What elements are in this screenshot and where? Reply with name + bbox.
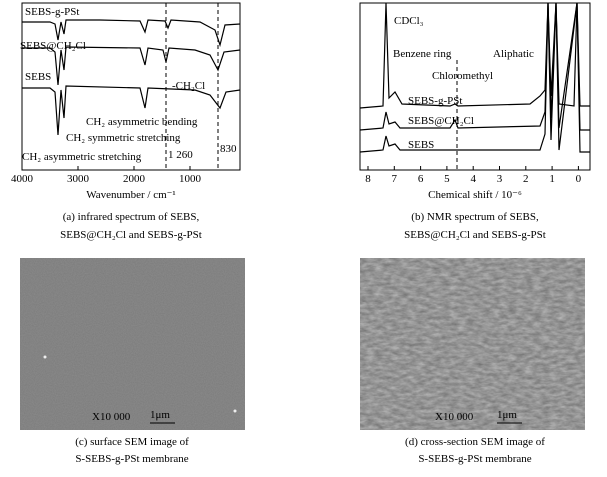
annotation: SEBS@CH₂Cl <box>20 40 86 52</box>
annotation: CH₂ asymmetric stretching <box>22 151 142 163</box>
x-tick-label: 3 <box>497 173 503 185</box>
x-tick-label: 6 <box>418 173 424 185</box>
spectrum <box>22 46 241 86</box>
x-axis: 4000 3000 2000 1000 <box>11 166 202 185</box>
axis-label: Chemical shift / 10⁻⁶ <box>428 189 522 201</box>
x-tick-label: 2000 <box>123 173 146 185</box>
ir-panel: SEBS-g-PSt SEBS@CH₂Cl SEBS -CH₂Cl CH₂ as… <box>11 2 241 241</box>
x-tick-label: 7 <box>392 173 398 185</box>
particle <box>233 409 237 413</box>
spectrum <box>359 2 590 109</box>
sem-panel: X10 000 1μm (d) cross-section SEM image … <box>360 258 585 465</box>
x-tick-label: 8 <box>365 173 371 185</box>
sem-texture <box>360 258 585 430</box>
plot-frame <box>359 2 591 171</box>
sem-panel: X10 000 1μm (c) surface SEM image of S-S… <box>20 258 245 465</box>
annotation: CDCl₃ <box>394 15 424 27</box>
caption: (b) NMR spectrum of SEBS, <box>411 211 539 223</box>
caption: SEBS@CH₂Cl and SEBS-g-PSt <box>60 229 202 241</box>
annotation: 830 <box>220 143 237 155</box>
caption: S-SEBS-g-PSt membrane <box>75 453 188 465</box>
annotation: CH₂ asymmetric bending <box>86 116 198 128</box>
nmr-panel: CDCl₃ Benzene ring Chloromethyl Aliphati… <box>359 2 591 241</box>
x-tick-label: 3000 <box>67 173 90 185</box>
magnification: X10 000 <box>435 411 474 423</box>
annotation: Benzene ring <box>393 48 452 60</box>
x-tick-label: 5 <box>444 173 450 185</box>
annotation: CH₂ symmetric stretching <box>66 132 181 144</box>
x-axis: 8 7 6 5 4 3 2 1 0 <box>365 166 582 185</box>
annotation: Aliphatic <box>493 48 534 60</box>
annotation: SEBS@CH₂Cl <box>408 115 474 127</box>
caption: SEBS@CH₂Cl and SEBS-g-PSt <box>404 229 546 241</box>
annotation: 1 260 <box>168 149 193 161</box>
spectrum <box>359 2 590 131</box>
axis-label: Wavenumber / cm⁻¹ <box>86 189 175 201</box>
annotation: SEBS <box>408 139 434 151</box>
spectrum <box>22 85 241 136</box>
caption: (d) cross-section SEM image of <box>405 436 545 448</box>
plot-frame <box>21 2 241 171</box>
sem-texture <box>20 258 245 430</box>
scale-label: 1μm <box>497 409 517 421</box>
caption: (a) infrared spectrum of SEBS, <box>63 211 200 223</box>
x-tick-label: 0 <box>576 173 582 185</box>
scale-label: 1μm <box>150 409 170 421</box>
magnification: X10 000 <box>92 411 131 423</box>
annotation: -CH₂Cl <box>172 80 205 92</box>
x-tick-label: 1 <box>549 173 555 185</box>
x-tick-label: 1000 <box>179 173 202 185</box>
x-tick-label: 4000 <box>11 173 34 185</box>
x-tick-label: 2 <box>523 173 529 185</box>
spectrum <box>359 2 590 153</box>
annotation: Chloromethyl <box>432 70 493 82</box>
annotation: SEBS <box>25 71 51 83</box>
annotation: SEBS-g-PSt <box>25 6 79 18</box>
spectrum <box>22 19 241 48</box>
x-tick-label: 4 <box>470 173 476 185</box>
caption: (c) surface SEM image of <box>75 436 189 448</box>
caption: S-SEBS-g-PSt membrane <box>418 453 531 465</box>
annotation: SEBS-g-PSt <box>408 95 462 107</box>
particle <box>43 355 47 359</box>
